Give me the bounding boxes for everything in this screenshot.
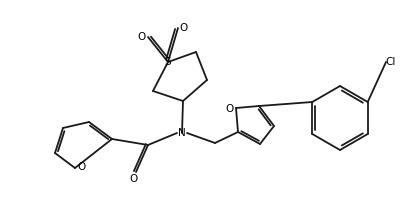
Text: Cl: Cl: [386, 57, 396, 67]
Text: O: O: [138, 32, 146, 42]
Text: N: N: [178, 128, 186, 138]
Text: O: O: [225, 104, 233, 114]
Text: O: O: [180, 23, 188, 33]
Text: O: O: [130, 174, 138, 184]
Text: S: S: [165, 57, 171, 67]
Text: O: O: [78, 162, 86, 172]
